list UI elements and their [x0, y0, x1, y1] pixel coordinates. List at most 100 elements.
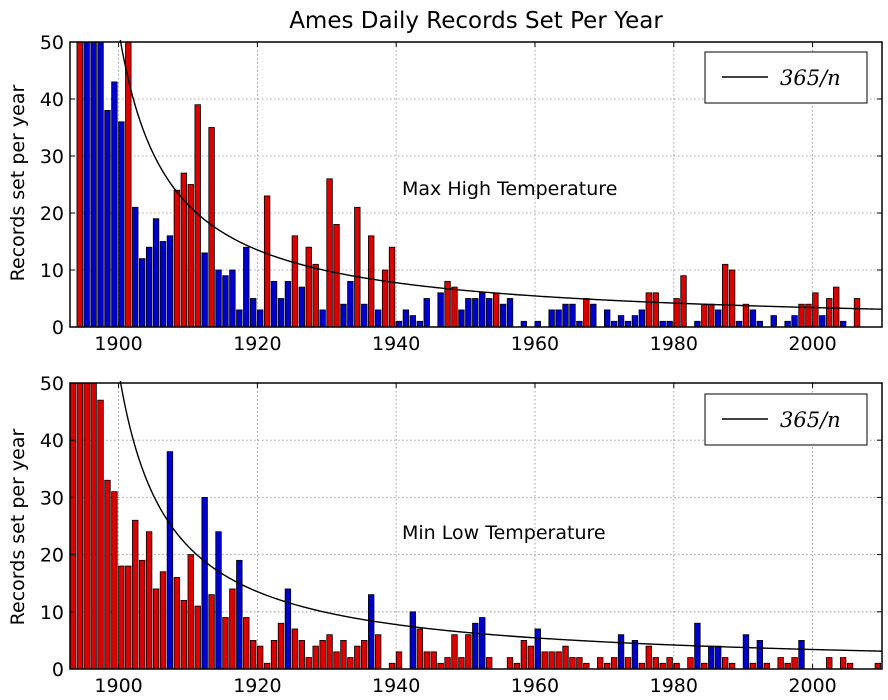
x-tick-label: 1960: [511, 675, 559, 697]
bar-1944: [423, 651, 430, 670]
bar-1971: [610, 657, 618, 670]
x-tick-label: 1900: [94, 333, 142, 355]
bar-1949: [458, 309, 465, 328]
y-tick-label: 30: [40, 487, 64, 509]
bar-1955: [499, 303, 507, 328]
bar-1976: [645, 645, 652, 670]
bar-1967: [583, 298, 590, 328]
bar-1940: [395, 651, 403, 670]
y-tick-label: 20: [40, 203, 64, 225]
bar-1992: [756, 320, 764, 328]
bar-1896: [90, 382, 97, 670]
bar-1936: [368, 235, 375, 328]
x-tick-label: 2000: [788, 675, 836, 697]
bar-1898: [104, 479, 111, 670]
bar-1905: [152, 218, 160, 328]
bar-1950: [465, 634, 472, 670]
bar-2005: [846, 662, 854, 670]
bar-1939: [388, 246, 396, 328]
x-tick-label: 1940: [372, 333, 420, 355]
ticks-top: [70, 41, 882, 328]
bar-1909: [180, 172, 187, 328]
bar-1921: [263, 662, 271, 670]
bar-1937: [374, 634, 382, 670]
bar-1977: [652, 657, 659, 670]
bar-1990: [742, 303, 750, 328]
bar-1923: [277, 622, 285, 670]
bar-1899: [111, 491, 118, 670]
x-tick-label: 1940: [372, 675, 420, 697]
bar-1925: [291, 628, 299, 670]
bar-1894: [76, 41, 83, 328]
bar-1954: [492, 292, 500, 328]
bar-1905: [152, 588, 160, 670]
y-tick-labels-bottom: 0 10 20 30 40 50: [40, 373, 64, 681]
bar-2004: [839, 657, 847, 670]
bar-1898: [104, 110, 111, 328]
bar-1923: [277, 298, 285, 328]
bar-1943: [416, 628, 423, 670]
bar-1979: [666, 657, 673, 670]
bar-1987: [721, 657, 729, 670]
bar-1914: [215, 269, 222, 328]
legend-label-top: 365/n: [780, 66, 841, 90]
bar-1906: [159, 571, 167, 670]
bar-1975: [638, 662, 646, 670]
bar-1930: [326, 634, 333, 670]
bar-1913: [208, 594, 215, 670]
y-tick-labels-top: 0 10 20 30 40 50: [40, 32, 64, 339]
bar-1908: [173, 189, 181, 328]
bar-1998: [798, 640, 805, 670]
bar-1973: [624, 320, 632, 328]
bar-1964: [562, 645, 569, 670]
bar-1987: [721, 263, 729, 328]
bar-1924: [284, 588, 292, 670]
bar-1933: [347, 657, 354, 670]
bar-2003: [833, 286, 840, 328]
y-axis-label-top: Records set per year: [7, 84, 29, 281]
bar-1994: [770, 315, 777, 328]
bar-1945: [430, 651, 437, 670]
y-tick-label: 0: [52, 317, 64, 339]
bar-1977: [652, 292, 659, 328]
bar-1958: [520, 320, 528, 328]
bar-1985: [708, 303, 715, 328]
x-tick-label: 1980: [650, 333, 698, 355]
bar-1908: [173, 577, 181, 670]
bar-1960: [534, 320, 541, 328]
bar-2009: [874, 662, 882, 670]
legend-top: 365/n: [704, 51, 868, 104]
bar-1921: [263, 195, 271, 328]
bar-1893: [69, 382, 76, 670]
bar-1927: [305, 657, 312, 670]
bar-1948: [451, 634, 458, 670]
legend-label-bottom: 365/n: [780, 408, 841, 432]
bar-1919: [250, 298, 257, 328]
bar-1915: [222, 275, 229, 328]
bar-1979: [666, 320, 673, 328]
x-tick-label: 2000: [788, 333, 836, 355]
bar-1996: [784, 320, 791, 328]
bar-1957: [513, 662, 521, 670]
bar-1970: [603, 662, 611, 670]
y-tick-label: 40: [40, 89, 64, 111]
bar-1920: [256, 309, 264, 328]
bar-1904: [145, 246, 153, 328]
bar-1966: [576, 320, 583, 328]
curve-365-over-n-top: [119, 39, 883, 310]
bar-1946: [437, 662, 444, 670]
bar-1934: [354, 645, 361, 670]
bar-1962: [548, 651, 555, 670]
bar-1962: [548, 309, 555, 328]
bar-2000: [812, 292, 819, 328]
bar-2004: [839, 320, 847, 328]
bar-1933: [347, 280, 354, 328]
bar-1980: [673, 662, 680, 670]
y-tick-label: 10: [40, 260, 64, 282]
bar-1915: [222, 617, 229, 670]
bar-1988: [728, 269, 736, 328]
bar-1958: [520, 640, 528, 670]
bar-1911: [194, 605, 201, 670]
bar-1899: [111, 81, 118, 328]
